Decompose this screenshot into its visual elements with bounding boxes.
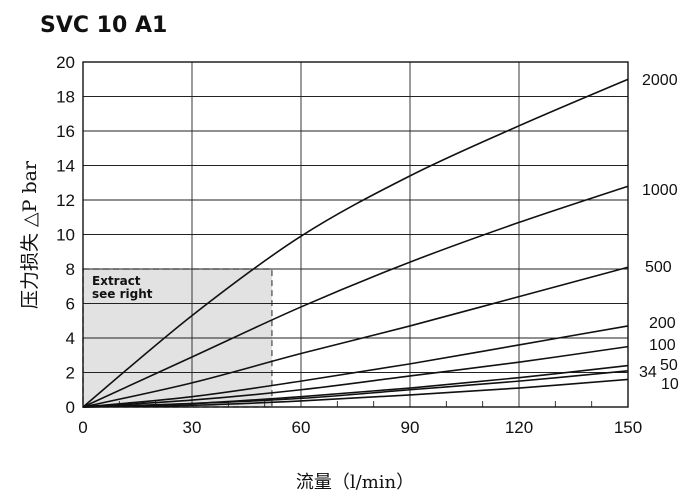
series-line-1000 <box>82 185 629 408</box>
y-tick-label: 4 <box>66 329 75 348</box>
grid <box>83 62 628 407</box>
x-tick-label: 30 <box>183 418 202 437</box>
y-tick-label: 10 <box>56 226 75 245</box>
x-axis-label: 流量（l/min） <box>296 472 414 493</box>
axes <box>82 61 629 408</box>
x-tick-label: 60 <box>292 418 311 437</box>
series-line-500 <box>82 266 629 408</box>
y-axis-label: 压力损失 △P bar <box>19 160 41 309</box>
extract-label: Extract <box>92 274 141 288</box>
x-tick-label: 120 <box>505 418 533 437</box>
series-label-50: 50 <box>660 357 678 374</box>
tick-labels: 0 30 60 90 120 150 0 2 4 6 8 10 12 14 16 18 20 <box>56 53 642 437</box>
series-line-100 <box>82 345 629 408</box>
series-label-2000: 2000 <box>642 72 678 89</box>
x-tick-label: 0 <box>78 418 87 437</box>
y-tick-label: 14 <box>56 157 75 176</box>
series-label-34: 34 <box>639 364 657 381</box>
series-lines <box>82 78 629 408</box>
y-tick-label: 0 <box>66 398 75 417</box>
series-line-34 <box>82 369 629 408</box>
series-line-200 <box>82 325 629 408</box>
y-tick-label: 18 <box>56 88 75 107</box>
x-tick-label: 90 <box>401 418 420 437</box>
extract-label-sub: see right <box>92 287 153 301</box>
series-label-100: 100 <box>649 337 676 354</box>
y-tick-label: 6 <box>66 295 75 314</box>
y-tick-label: 2 <box>66 364 75 383</box>
series-label-500: 500 <box>645 259 672 276</box>
series-label-200: 200 <box>649 315 676 332</box>
chart-title: SVC 10 A1 <box>40 13 167 38</box>
x-tick-label: 150 <box>614 418 642 437</box>
series-line-2000 <box>82 78 629 408</box>
y-tick-label: 20 <box>56 53 75 72</box>
plot-frame <box>82 61 629 408</box>
y-tick-label: 16 <box>56 122 75 141</box>
series-line-10 <box>82 378 629 408</box>
series-label-10: 10 <box>661 376 679 393</box>
y-tick-label: 8 <box>66 260 75 279</box>
y-tick-label: 12 <box>56 191 75 210</box>
series-label-1000: 1000 <box>642 182 678 199</box>
